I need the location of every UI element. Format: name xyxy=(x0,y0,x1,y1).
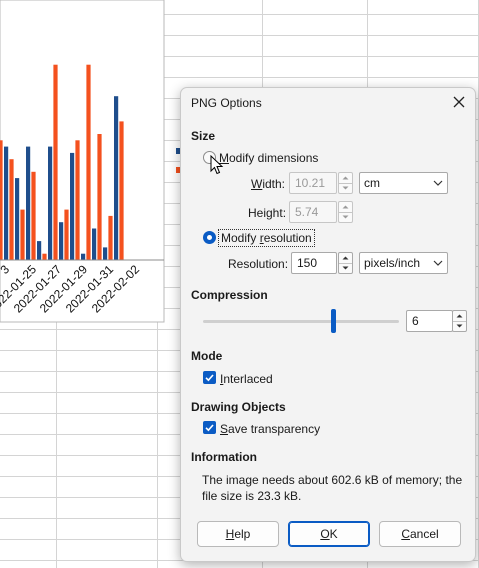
chart-bar xyxy=(26,146,31,260)
interlaced-checkbox[interactable] xyxy=(203,371,216,384)
compression-section-heading: Compression xyxy=(191,288,268,302)
chart-bar xyxy=(42,253,47,260)
width-spinner[interactable] xyxy=(338,172,353,194)
chart-bar xyxy=(20,209,25,260)
modify-dimensions-label[interactable]: Modify dimensions xyxy=(219,151,319,165)
chart-bar xyxy=(92,228,97,260)
spin-up-icon[interactable] xyxy=(453,311,466,322)
resolution-spinner[interactable] xyxy=(338,252,353,274)
compression-field[interactable]: 6 xyxy=(406,310,453,332)
chart-bar xyxy=(53,64,58,260)
chart-bars xyxy=(0,64,124,261)
close-icon[interactable] xyxy=(451,94,467,110)
chart-bar xyxy=(70,152,75,260)
resolution-label: Resolution: xyxy=(228,257,289,271)
chart-bar xyxy=(9,159,14,260)
chart-bar xyxy=(103,247,108,260)
help-button[interactable]: Help xyxy=(197,521,279,547)
width-label: Width: xyxy=(251,177,286,191)
mouse-cursor-icon xyxy=(210,155,224,175)
dialog-title: PNG Options xyxy=(191,96,262,110)
chart-bar xyxy=(108,215,113,260)
chart-bar xyxy=(97,134,102,260)
modify-resolution-label[interactable]: Modify resolution xyxy=(218,229,315,247)
width-unit-value: cm xyxy=(364,176,380,190)
spin-up-icon[interactable] xyxy=(339,173,352,184)
height-label: Height: xyxy=(248,206,287,220)
chart-bar xyxy=(75,140,80,260)
information-section-heading: Information xyxy=(191,450,257,464)
spin-down-icon[interactable] xyxy=(339,263,352,273)
modify-resolution-radio[interactable] xyxy=(203,231,216,244)
chart-bar xyxy=(86,64,91,260)
chart-bar xyxy=(15,178,20,260)
chart-bar xyxy=(31,171,36,260)
checkmark-icon xyxy=(205,374,214,382)
chart-bar xyxy=(4,146,9,260)
cancel-button[interactable]: Cancel xyxy=(379,521,461,547)
size-section-heading: Size xyxy=(191,129,216,143)
save-transparency-checkbox[interactable] xyxy=(203,421,216,434)
chart-bar xyxy=(0,140,3,260)
spin-up-icon[interactable] xyxy=(339,202,352,213)
width-field[interactable]: 10.21 xyxy=(289,172,337,194)
ok-button[interactable]: OK xyxy=(288,521,370,547)
resolution-unit-value: pixels/inch xyxy=(364,256,421,270)
checkmark-icon xyxy=(205,424,214,432)
interlaced-label[interactable]: Interlaced xyxy=(220,372,273,386)
png-options-dialog: PNG Options Size Modify dimensions Width… xyxy=(180,87,476,562)
chart-bar xyxy=(81,253,86,260)
mode-section-heading: Mode xyxy=(191,349,223,363)
information-text: The image needs about 602.6 kB of memory… xyxy=(202,473,463,503)
drawing-objects-section-heading: Drawing Objects xyxy=(191,400,286,414)
compression-slider-track[interactable] xyxy=(203,320,399,323)
legend-blue-swatch xyxy=(176,148,182,154)
compression-spinner[interactable] xyxy=(452,310,467,332)
height-spinner[interactable] xyxy=(338,201,353,223)
chart-bar xyxy=(119,121,124,261)
spin-down-icon[interactable] xyxy=(339,212,352,222)
chevron-down-icon xyxy=(433,180,443,186)
save-transparency-label[interactable]: Save transparency xyxy=(220,422,321,436)
chart-bar xyxy=(64,209,69,260)
spin-down-icon[interactable] xyxy=(339,183,352,193)
spin-up-icon[interactable] xyxy=(339,253,352,264)
width-unit-select[interactable]: cm xyxy=(359,172,448,194)
resolution-field[interactable]: 150 xyxy=(291,252,337,274)
height-field[interactable]: 5.74 xyxy=(289,201,337,223)
chart-bar xyxy=(114,96,119,260)
chart-bar xyxy=(48,146,53,260)
legend-orange-swatch xyxy=(176,167,182,173)
resolution-unit-select[interactable]: pixels/inch xyxy=(359,252,448,274)
spin-down-icon[interactable] xyxy=(453,321,466,331)
chevron-down-icon xyxy=(433,260,443,266)
compression-slider-thumb[interactable] xyxy=(330,309,336,333)
chart-bar xyxy=(59,222,64,260)
chart-bar xyxy=(37,241,42,260)
